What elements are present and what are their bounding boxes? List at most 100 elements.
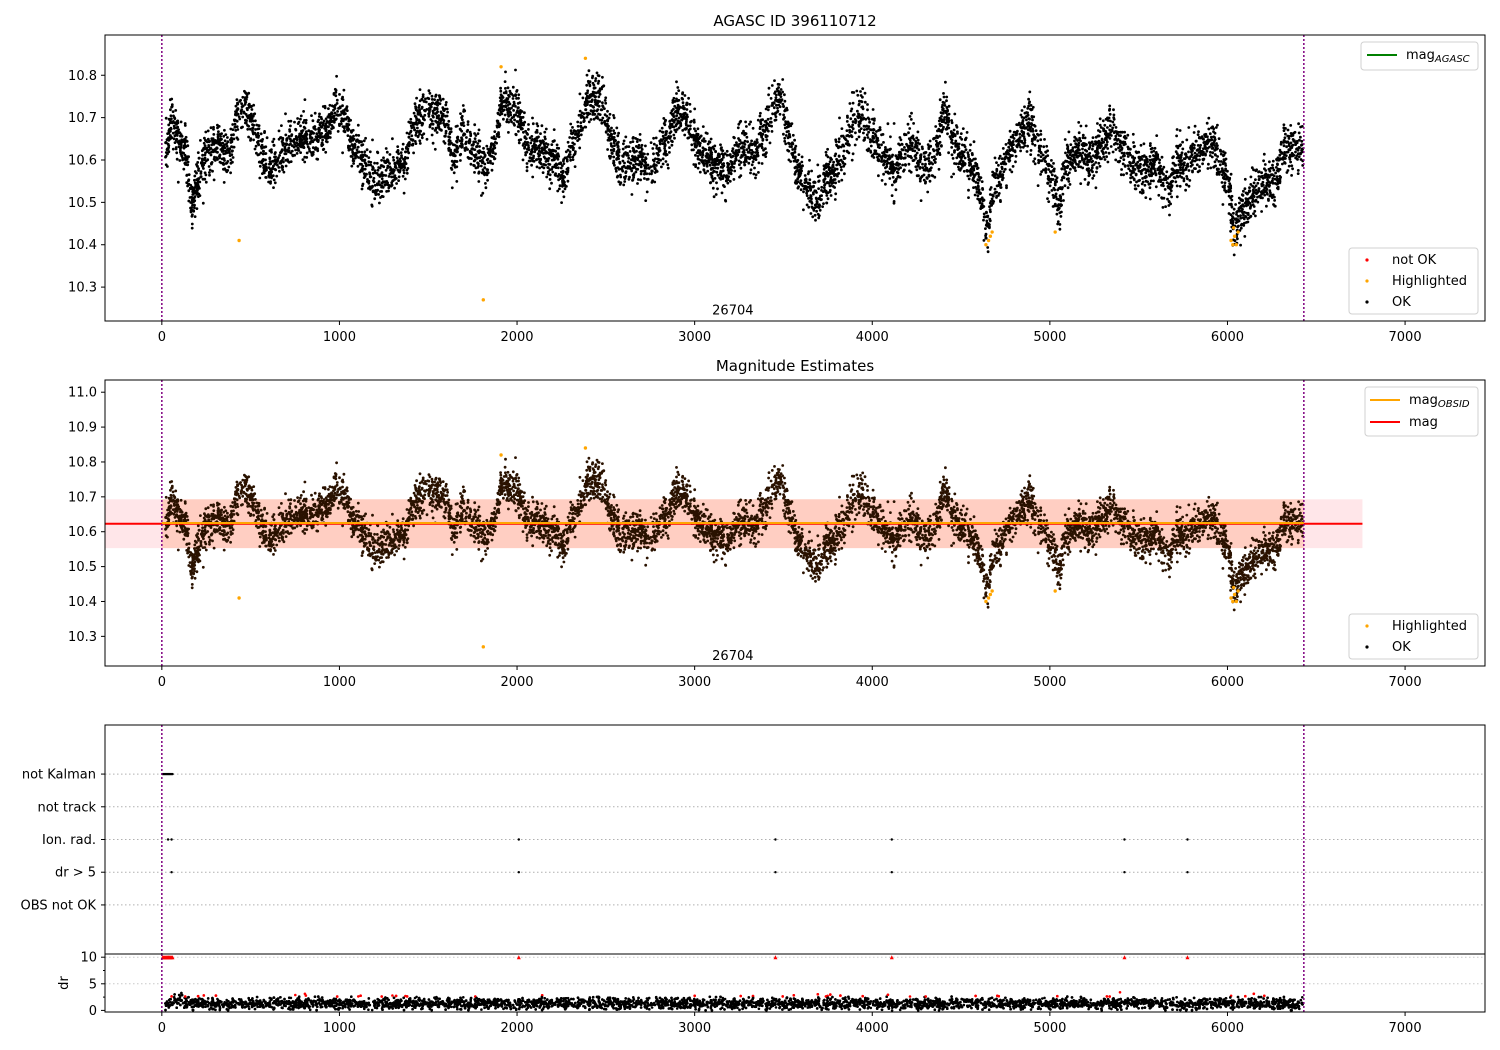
ok-point xyxy=(616,174,620,178)
ok-point xyxy=(543,135,547,139)
ok-point xyxy=(892,122,896,125)
ok-point xyxy=(1059,215,1063,218)
ok-point xyxy=(971,178,975,182)
ok-point xyxy=(403,177,407,181)
ok-point xyxy=(1296,148,1300,152)
ok-point xyxy=(208,171,211,174)
ok-point xyxy=(899,166,902,170)
ok-point xyxy=(1283,161,1287,165)
ok-point xyxy=(1131,161,1135,165)
agasc-magnitude-panel: AGASC ID 396110712 0 1000 2000 3000 4000 5000… xyxy=(68,12,1486,345)
ok-point xyxy=(511,97,515,100)
ok-point xyxy=(966,174,970,178)
ok-point xyxy=(778,112,782,116)
ok-point xyxy=(272,143,276,147)
ok-point xyxy=(226,136,229,139)
ok-point xyxy=(430,133,434,137)
ok-point xyxy=(1099,126,1103,129)
ok-point xyxy=(1241,194,1245,197)
ok-point xyxy=(563,187,567,191)
ok-point xyxy=(784,120,787,124)
ok-point xyxy=(433,147,437,151)
ok-point xyxy=(470,157,473,161)
ok-point xyxy=(1101,147,1105,151)
ok-point xyxy=(815,197,818,201)
ok-point xyxy=(942,92,945,95)
ok-point xyxy=(486,168,490,172)
ok-point xyxy=(768,141,772,145)
ok-point xyxy=(1094,186,1098,190)
ok-point xyxy=(748,122,751,126)
ok-point xyxy=(415,118,419,122)
ok-point xyxy=(1207,127,1211,131)
ok-point xyxy=(1126,155,1130,158)
ok-point xyxy=(324,128,328,132)
ok-point xyxy=(1033,137,1037,141)
ok-point xyxy=(180,154,184,158)
ok-point xyxy=(1148,186,1152,190)
ok-point xyxy=(1284,154,1288,158)
ok-point xyxy=(1300,143,1303,147)
ok-point xyxy=(430,98,434,101)
ok-point xyxy=(1107,151,1111,155)
ok-point xyxy=(1060,178,1064,182)
ok-point xyxy=(635,156,639,160)
ok-point xyxy=(908,115,912,118)
ok-point xyxy=(569,158,572,162)
ok-point xyxy=(698,170,702,174)
ok-point xyxy=(624,135,628,139)
ok-point xyxy=(301,129,305,132)
ok-point xyxy=(577,131,580,135)
ok-point xyxy=(393,186,396,190)
ok-point xyxy=(1043,138,1046,141)
ok-point xyxy=(927,174,931,178)
ok-point xyxy=(585,94,589,98)
ok-point xyxy=(749,171,752,175)
ok-point xyxy=(964,137,967,141)
ok-point xyxy=(229,158,233,162)
ok-point xyxy=(1148,197,1152,201)
ok-point xyxy=(1001,173,1005,177)
ok-point xyxy=(195,207,199,211)
ok-point xyxy=(725,153,729,157)
ok-point xyxy=(360,187,364,191)
ok-point xyxy=(680,96,684,100)
ok-point xyxy=(952,172,955,176)
ok-point xyxy=(193,215,197,219)
ok-point xyxy=(634,162,638,166)
ok-point xyxy=(430,122,433,126)
ok-point xyxy=(493,144,496,147)
ok-point xyxy=(937,167,941,171)
ok-point xyxy=(318,112,321,116)
ok-point xyxy=(1039,150,1043,154)
ok-point xyxy=(396,149,400,153)
ok-point xyxy=(566,140,570,144)
ok-point xyxy=(884,182,887,186)
ok-point xyxy=(1206,135,1209,139)
ok-point xyxy=(1282,123,1286,127)
ok-point xyxy=(503,80,507,83)
ok-point xyxy=(1033,157,1037,161)
ok-point xyxy=(1256,181,1260,185)
ok-point xyxy=(771,104,774,107)
ok-point xyxy=(174,109,178,112)
ok-point xyxy=(229,141,233,144)
ok-point xyxy=(236,128,240,131)
ok-point xyxy=(1023,105,1026,109)
ok-point xyxy=(652,142,656,146)
ok-point xyxy=(967,177,971,181)
ok-point xyxy=(164,116,168,120)
ok-point xyxy=(764,134,768,137)
ok-point xyxy=(612,114,615,117)
ok-point xyxy=(1263,193,1267,197)
ok-point xyxy=(871,108,875,111)
ok-point xyxy=(283,149,287,152)
ok-point xyxy=(1201,162,1204,166)
ok-point xyxy=(556,166,560,170)
ok-point xyxy=(272,137,276,141)
ok-point xyxy=(328,103,332,107)
ok-point xyxy=(1112,108,1115,112)
ok-point xyxy=(477,128,481,132)
ok-point xyxy=(639,165,643,169)
ok-point xyxy=(531,138,534,141)
